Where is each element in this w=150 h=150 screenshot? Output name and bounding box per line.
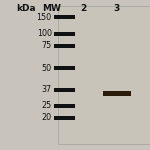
Text: MW: MW — [42, 4, 61, 13]
Bar — [58, 6, 150, 144]
Text: 50: 50 — [42, 64, 52, 73]
Text: 3: 3 — [114, 4, 120, 13]
Bar — [54, 66, 75, 70]
Bar — [54, 104, 75, 108]
Text: 20: 20 — [42, 113, 52, 122]
Bar — [54, 116, 75, 120]
Bar — [54, 15, 75, 19]
Text: 25: 25 — [42, 101, 52, 110]
Text: 150: 150 — [37, 13, 52, 22]
Bar — [54, 88, 75, 92]
Text: 100: 100 — [37, 29, 52, 38]
Bar — [54, 44, 75, 48]
Text: kDa: kDa — [16, 4, 36, 13]
Bar — [103, 91, 131, 96]
Text: 75: 75 — [42, 41, 52, 50]
Text: 37: 37 — [42, 85, 52, 94]
Text: 2: 2 — [80, 4, 86, 13]
Bar — [54, 32, 75, 36]
